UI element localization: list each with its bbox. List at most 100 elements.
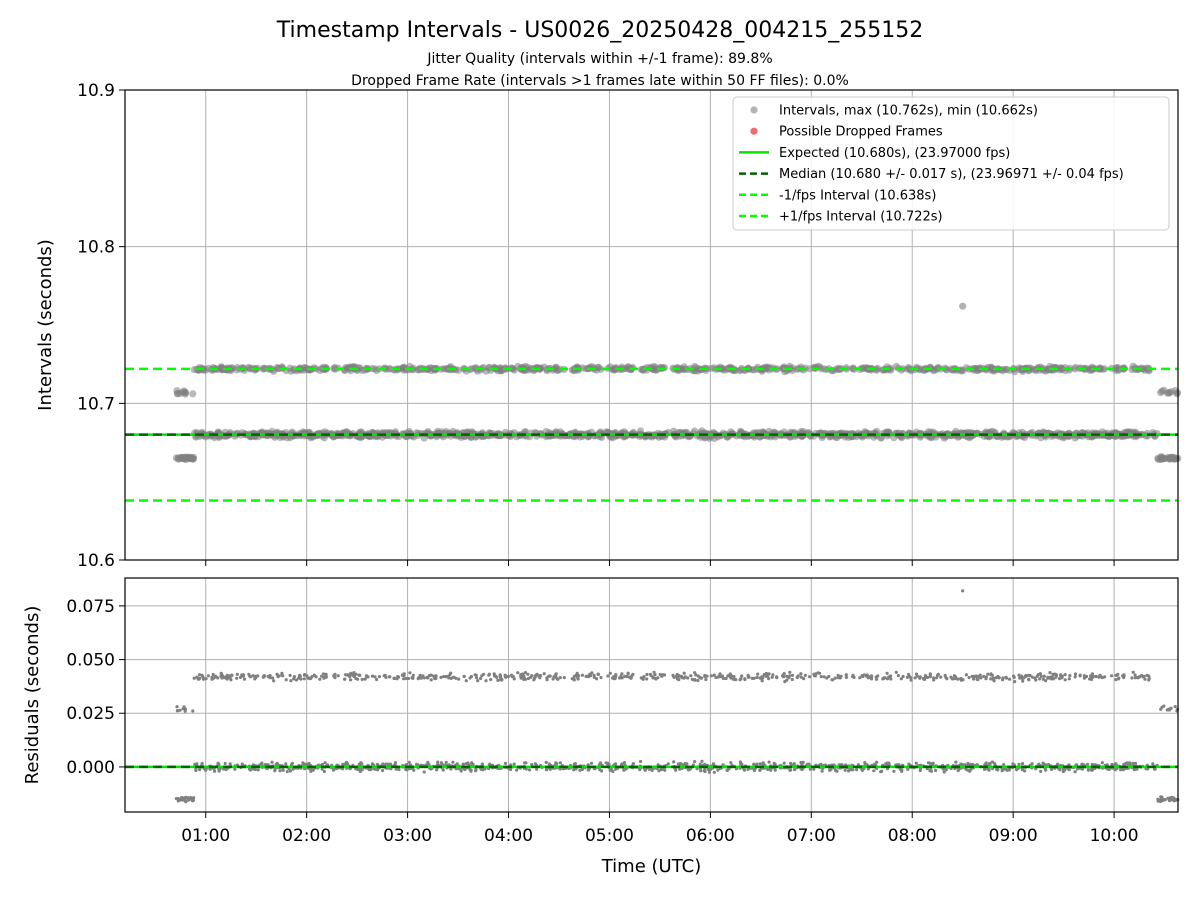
residual-point [297,676,301,680]
residual-point [506,674,511,679]
residual-point [1089,677,1094,682]
legend-item-expected: Expected (10.680s), (23.97000 fps) [739,146,1010,161]
residual-point [515,768,519,772]
legend-label: +1/fps Interval (10.722s) [779,210,943,225]
residual-point [900,768,904,772]
residual-point [860,768,864,773]
residual-point [645,672,649,677]
residual-point [716,675,720,679]
residual-point [422,770,426,774]
residual-point [674,768,678,772]
residuals-panel: 0.000 0.025 0.050 0.075 01:00 02:00 03:00 04:0… [22,577,1180,877]
residual-point [354,672,358,676]
residual-point [629,676,633,680]
residual-point [291,767,295,771]
interval-point [1157,389,1165,397]
residual-point [181,707,185,711]
residual-point [838,676,842,680]
residual-point [1131,670,1135,674]
residual-point [204,677,208,681]
residual-point [808,675,812,679]
residual-point [376,768,380,772]
residual-point [989,673,993,677]
residual-point [761,761,765,765]
residual-point [622,768,626,772]
residual-point [1086,762,1090,766]
residual-point [788,670,792,675]
residual-point [416,677,420,681]
residual-point [496,678,500,683]
interval-point [1169,454,1177,462]
residual-point [240,762,244,766]
residual-point [724,676,728,681]
residual-point [407,760,411,764]
residual-point [1054,675,1058,679]
residual-point [558,761,563,765]
residual-point [247,767,251,771]
residual-point [404,676,408,681]
residual-point [253,674,258,679]
residual-point [954,760,958,764]
intervals-reference-lines [125,367,1178,502]
residual-point [446,674,450,679]
residual-point [856,763,861,767]
residual-point [746,767,750,772]
residual-point [989,677,993,681]
residual-point [709,674,714,678]
residual-point [1063,673,1067,677]
residual-point [1023,769,1027,773]
interval-point [698,427,706,435]
residual-point [464,679,468,683]
residual-point [1103,675,1107,679]
legend-marker [750,127,758,135]
residual-point [648,672,653,676]
residual-point [495,675,499,680]
residual-point [580,767,585,772]
residual-point [268,674,272,678]
residual-point [887,762,891,766]
residual-point [1133,676,1137,680]
residual-point [699,676,703,680]
residual-point [631,672,635,677]
residual-point [682,671,686,675]
residual-point [1012,675,1016,680]
residual-point [693,678,697,682]
residual-point [201,675,205,679]
residual-point [683,675,687,679]
residual-point [623,674,627,679]
residual-point [242,677,247,681]
y-tick-label: 0.025 [66,704,115,724]
residual-point [862,673,866,677]
residual-point [592,675,596,680]
residual-point [216,761,220,765]
residual-point [830,678,834,682]
residual-point [201,677,206,681]
interval-point [261,364,269,373]
residual-point [793,768,797,772]
residuals-x-ticks: 01:00 02:00 03:00 04:00 05:00 06:00 07:00 08:00… [181,812,1139,846]
residual-point [314,675,318,679]
residual-point [604,761,608,765]
residual-point [332,767,336,771]
residual-point [1097,675,1101,679]
residual-point [918,676,922,680]
residual-point [284,762,288,766]
residual-point [439,761,444,765]
residual-point [224,767,228,772]
residual-point [882,676,886,680]
intervals-points [172,302,1182,464]
residual-point [1143,677,1147,681]
residual-point [253,677,257,681]
residual-point [738,678,742,682]
residual-point [949,675,953,679]
residual-point [498,674,502,678]
residual-point [547,762,551,766]
residual-point [781,673,786,677]
residual-point [393,761,397,765]
residual-point [833,676,837,680]
residual-point [1020,762,1025,766]
residual-point [909,678,913,682]
residual-point [1023,674,1028,678]
residual-point [932,678,936,682]
interval-point [386,365,394,373]
